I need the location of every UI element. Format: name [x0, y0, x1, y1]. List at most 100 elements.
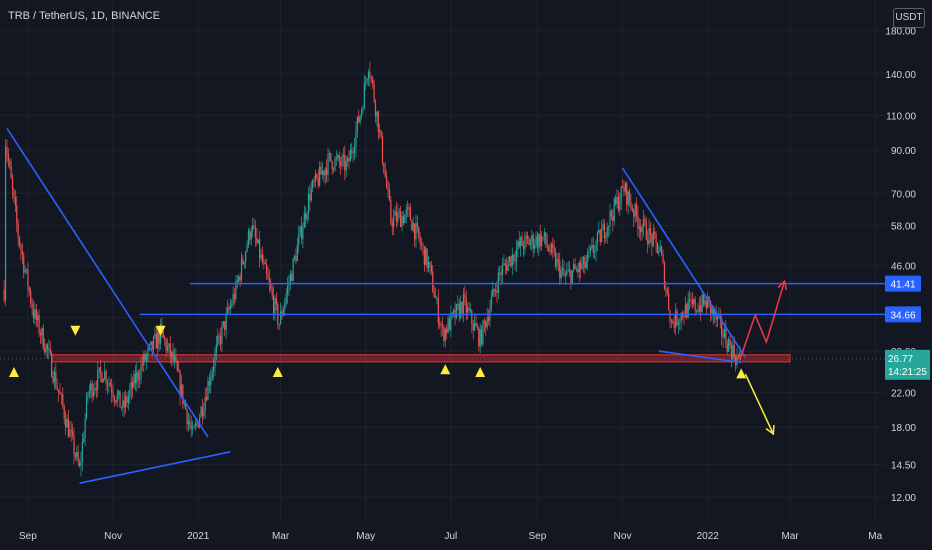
candle-body [641, 227, 643, 233]
candle-body [584, 257, 586, 268]
candle-body [581, 264, 583, 269]
candle-body [259, 239, 261, 259]
candle-body [603, 223, 606, 239]
candle-body [23, 254, 25, 273]
candle-body [737, 355, 740, 357]
candle-body [433, 292, 435, 298]
candle-body [233, 294, 236, 300]
candle-body [418, 227, 420, 238]
candle-body [219, 336, 222, 344]
candle-body [46, 344, 49, 350]
candle-body [412, 223, 414, 231]
candle-body [446, 328, 448, 333]
candle-body [638, 226, 640, 229]
candle-body [78, 462, 81, 466]
candle-body [436, 298, 438, 299]
candle-body [693, 299, 695, 304]
candle-body [84, 418, 86, 438]
candle-body [143, 353, 145, 366]
candle-body [112, 392, 114, 398]
candle-body [705, 300, 707, 309]
candle-body [549, 250, 551, 253]
candle-body [226, 307, 229, 314]
candle-body [599, 229, 601, 243]
candle-body [561, 268, 564, 270]
candle-body [295, 256, 297, 262]
candle-body [168, 343, 170, 347]
candle-body [175, 356, 177, 362]
candle-body [246, 245, 248, 252]
candle-body [77, 452, 79, 463]
price-tick-label: 140.00 [885, 70, 916, 81]
candle-body [39, 333, 42, 336]
candle-body [127, 396, 130, 403]
time-tick-label: Mar [781, 531, 799, 542]
time-tick-label: Sep [529, 531, 547, 542]
candle-body [324, 168, 326, 176]
candle-body [20, 245, 22, 251]
candle-body [557, 259, 559, 261]
candle-body [559, 260, 561, 279]
candle-body [13, 189, 15, 198]
candle-body [686, 304, 688, 318]
candle-body [567, 269, 569, 272]
up-arrow-marker [475, 366, 486, 377]
candle-body [665, 288, 667, 290]
candle-body [155, 333, 157, 349]
candle-body [585, 262, 587, 268]
candle-body [496, 290, 498, 294]
candle-body [388, 189, 391, 201]
level-price-label-bg [885, 306, 921, 323]
candle-body [268, 279, 271, 284]
candle-body [620, 186, 622, 203]
candle-body [253, 225, 255, 228]
candle-body [376, 111, 378, 117]
candle-body [510, 256, 512, 267]
candle-body [69, 429, 71, 437]
candle-body [524, 235, 526, 250]
red-projection-arrowhead [777, 279, 788, 291]
candle-body [278, 324, 280, 325]
candle-body [589, 247, 592, 252]
candle-body [129, 389, 131, 397]
candle-body [648, 228, 650, 244]
currency-badge[interactable]: USDT [893, 8, 925, 28]
candle-body [640, 226, 642, 233]
candle-body [122, 400, 124, 409]
candle-body [217, 335, 219, 345]
candle-body [617, 196, 619, 210]
level-price-label-bg [885, 275, 921, 292]
candle-body [702, 294, 705, 305]
candle-body [380, 130, 382, 136]
candle-body [222, 321, 224, 326]
candle-body [508, 256, 511, 262]
candle-body [423, 246, 425, 265]
candle-body [402, 216, 405, 224]
candle-body [407, 207, 409, 210]
candle-body [298, 234, 300, 245]
candle-body [97, 370, 99, 390]
candle-body [319, 166, 321, 186]
candle-body [300, 226, 303, 240]
candle-body [574, 264, 576, 270]
candle-body [207, 381, 209, 400]
candle-body [157, 331, 159, 349]
candle-body [293, 256, 296, 259]
candle-body [85, 396, 88, 419]
candle-body [133, 373, 135, 388]
candle-body [514, 260, 516, 262]
candle-body [45, 344, 47, 353]
candle-body [566, 271, 568, 275]
trendline [6, 127, 209, 438]
candle-body [532, 235, 534, 249]
candle-body [453, 309, 455, 313]
candle-body [529, 241, 532, 246]
candle-body [661, 247, 663, 255]
candle-body [373, 84, 375, 102]
candle-body [21, 250, 23, 255]
candle-body [444, 328, 446, 342]
pivot-markers [8, 325, 747, 379]
candle-body [676, 310, 678, 325]
candle-body [355, 130, 357, 148]
